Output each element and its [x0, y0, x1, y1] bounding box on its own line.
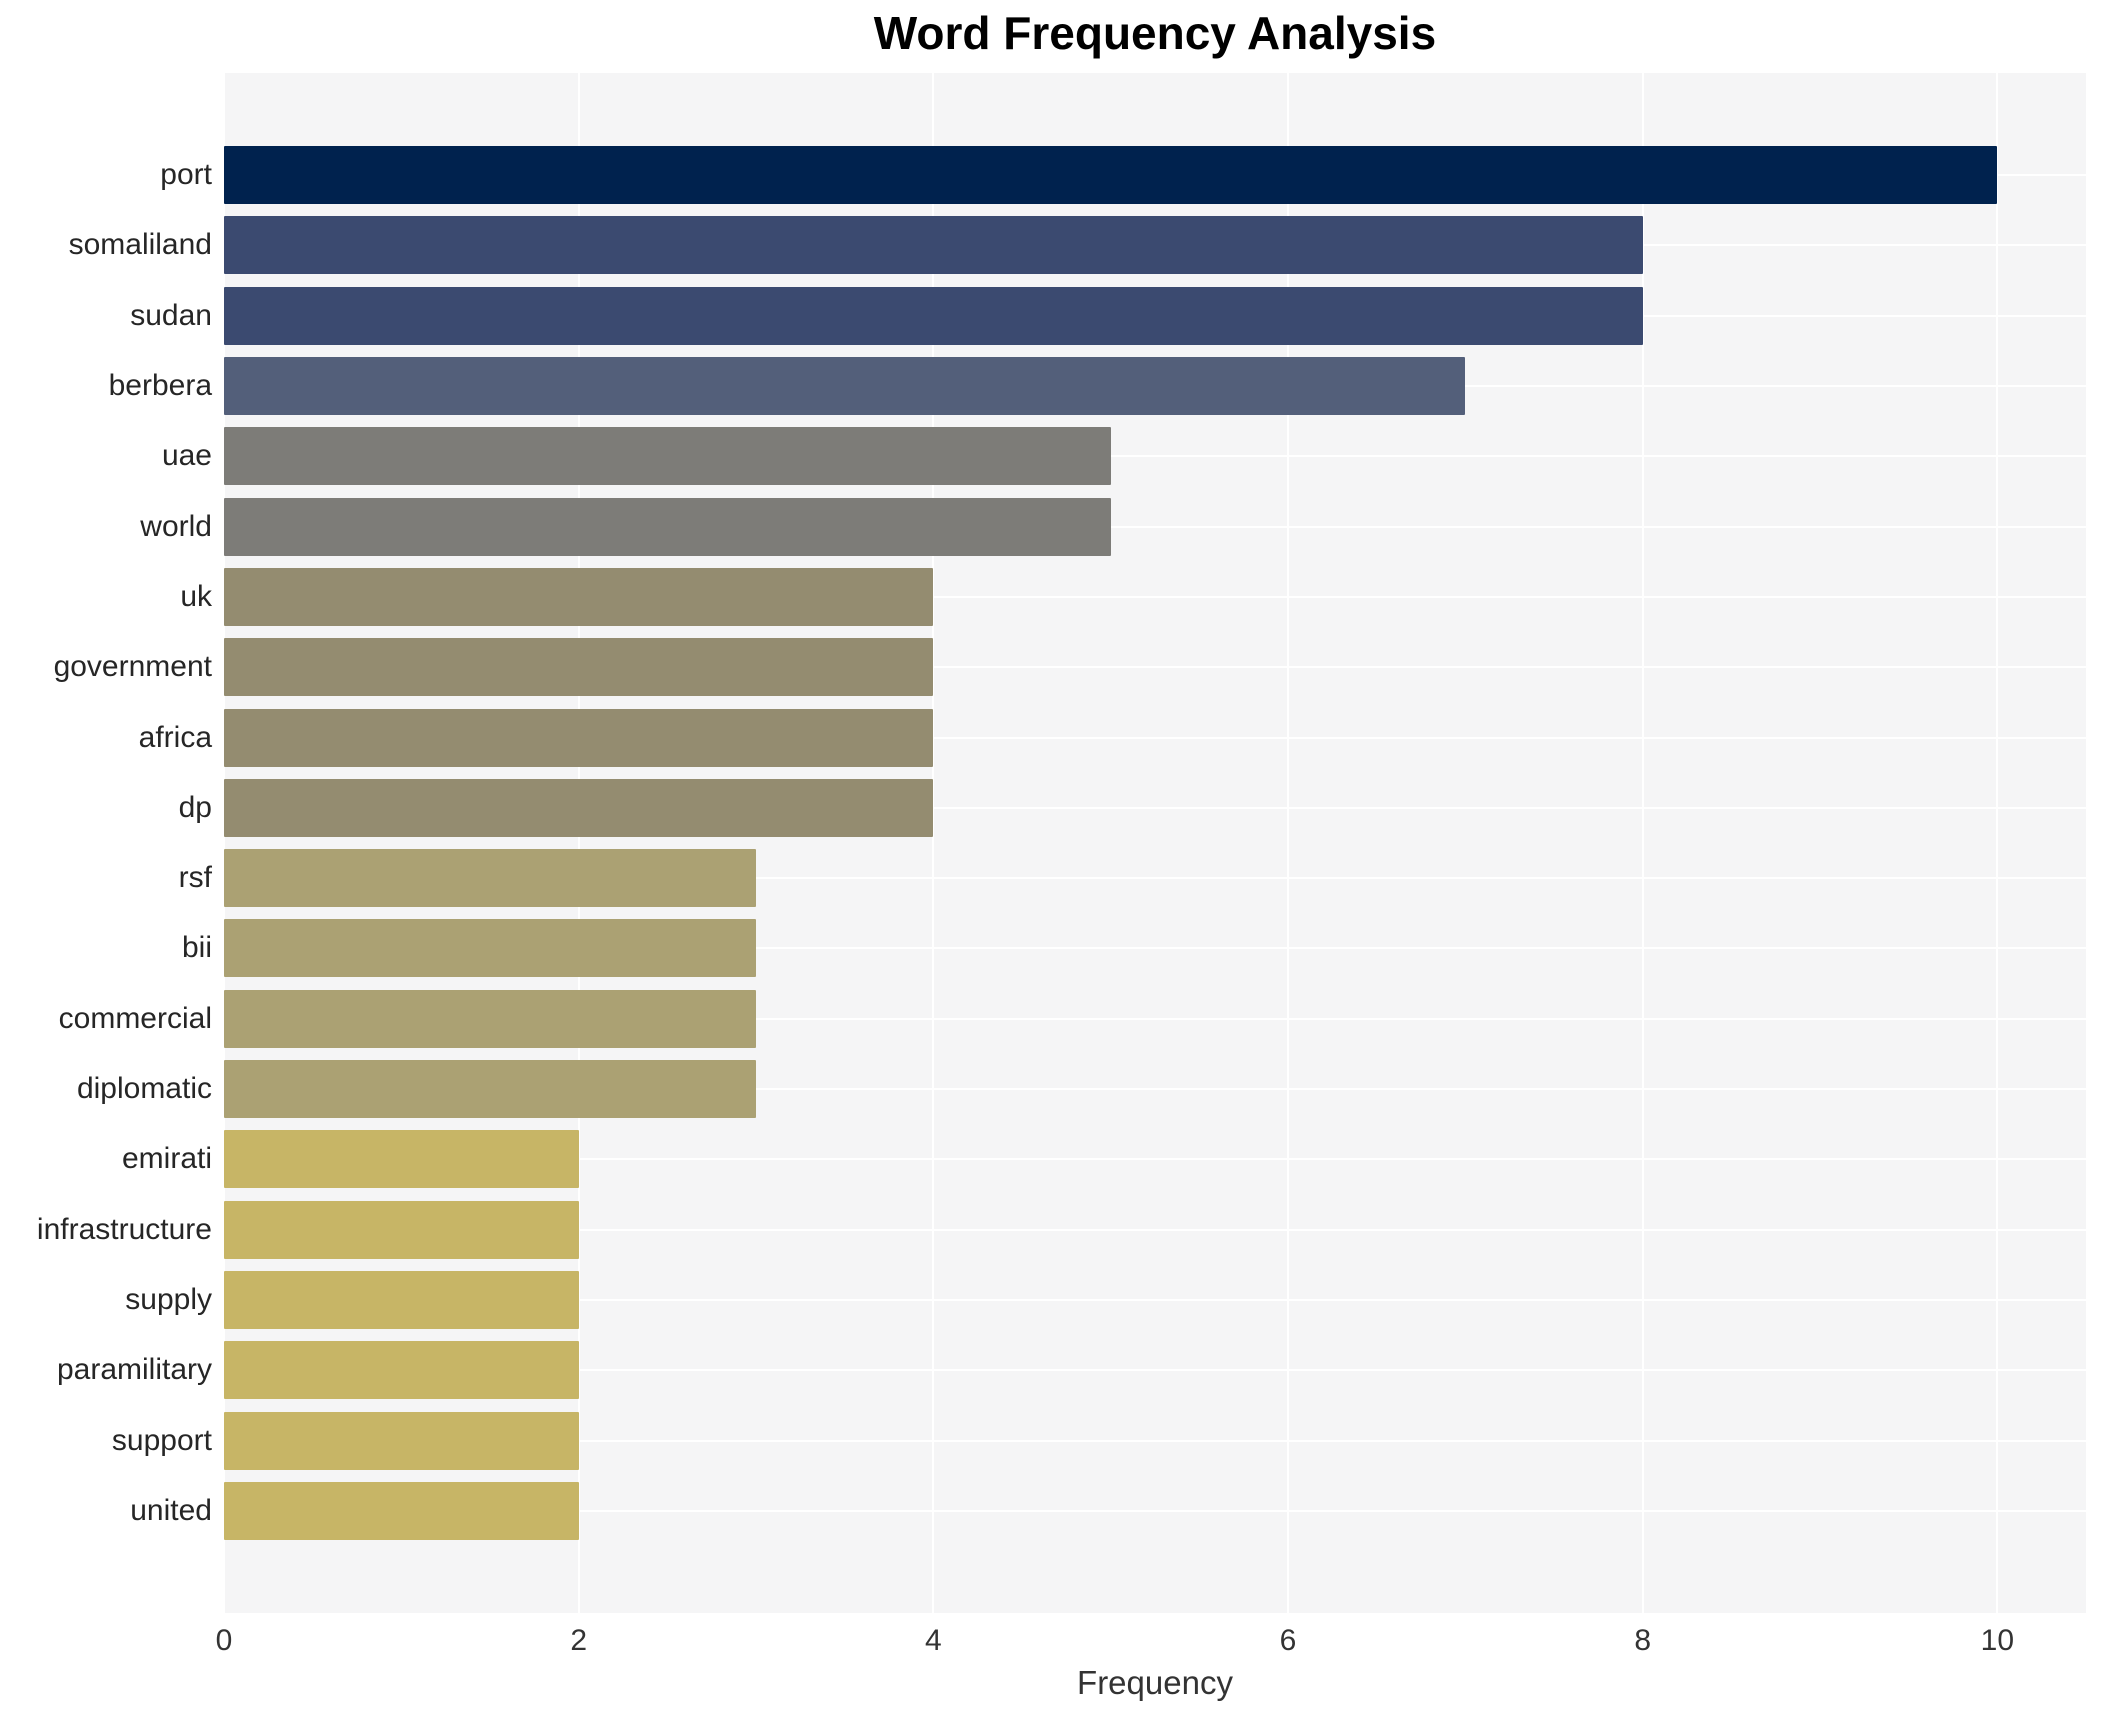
bar-sudan — [224, 286, 1643, 345]
x-tick-label-8: 8 — [1634, 1624, 1651, 1657]
x-gridline — [1287, 73, 1289, 1613]
bar-world — [224, 497, 1111, 556]
y-tick-label-sudan: sudan — [130, 298, 212, 332]
y-gridline — [224, 877, 2086, 880]
y-gridline — [224, 666, 2086, 669]
y-tick-label-uae: uae — [161, 439, 212, 473]
x-tick-label-6: 6 — [1279, 1624, 1297, 1657]
x-gridline — [223, 73, 225, 1613]
bar-berbera — [224, 357, 1466, 416]
bar-united — [224, 1481, 579, 1540]
y-tick-label-commercial: commercial — [58, 1001, 212, 1035]
bar-rsf — [224, 849, 756, 908]
bar-supply — [224, 1270, 579, 1329]
y-tick-label-government: government — [53, 650, 212, 684]
x-tick-label-10: 10 — [1980, 1624, 2015, 1657]
y-gridline — [224, 1158, 2086, 1161]
bar-government — [224, 638, 934, 697]
bar-africa — [224, 708, 934, 767]
bar-infrastructure — [224, 1200, 579, 1259]
y-tick-label-support: support — [111, 1423, 212, 1457]
y-gridline — [224, 806, 2086, 809]
y-gridline — [224, 455, 2086, 458]
bar-paramilitary — [224, 1341, 579, 1400]
y-gridline — [224, 1228, 2086, 1231]
y-gridline — [224, 1088, 2086, 1091]
bar-commercial — [224, 989, 756, 1048]
bar-uk — [224, 567, 934, 626]
y-tick-label-diplomatic: diplomatic — [76, 1072, 212, 1106]
plot-area — [223, 73, 2086, 1613]
x-gridline — [932, 73, 935, 1613]
x-tick-label-4: 4 — [924, 1624, 942, 1657]
bar-port — [224, 146, 1998, 205]
y-gridline — [224, 736, 2086, 739]
x-tick-label-0: 0 — [215, 1624, 233, 1657]
bar-dp — [224, 778, 934, 837]
y-tick-label-rsf: rsf — [178, 861, 212, 895]
y-tick-label-emirati: emirati — [121, 1142, 212, 1176]
y-gridline — [224, 595, 2086, 598]
y-tick-label-africa: africa — [138, 720, 212, 754]
y-tick-label-uk: uk — [180, 579, 212, 613]
bar-bii — [224, 919, 756, 978]
y-tick-label-port: port — [160, 158, 212, 192]
x-gridline — [1996, 73, 1999, 1613]
bar-emirati — [224, 1130, 579, 1189]
x-gridline — [577, 73, 580, 1613]
y-gridline — [224, 525, 2086, 528]
bar-somaliland — [224, 216, 1643, 275]
y-gridline — [224, 1298, 2086, 1301]
x-tick-label-2: 2 — [570, 1624, 587, 1657]
chart-title: Word Frequency Analysis — [873, 7, 1437, 59]
bar-diplomatic — [224, 1060, 756, 1119]
x-axis-title: Frequency — [1077, 1664, 1233, 1701]
y-gridline — [224, 1017, 2086, 1020]
bar-support — [224, 1411, 579, 1470]
y-tick-label-bii: bii — [181, 931, 212, 965]
y-tick-label-world: world — [140, 509, 212, 543]
y-tick-label-somaliland: somaliland — [68, 228, 212, 262]
y-tick-label-united: united — [130, 1493, 212, 1527]
y-tick-label-dp: dp — [178, 790, 212, 824]
y-gridline — [224, 1509, 2086, 1512]
y-tick-label-supply: supply — [125, 1282, 212, 1316]
bar-uae — [224, 427, 1111, 486]
y-tick-label-paramilitary: paramilitary — [56, 1353, 212, 1387]
y-tick-label-infrastructure: infrastructure — [36, 1212, 212, 1246]
y-gridline — [224, 947, 2086, 950]
y-gridline — [224, 1369, 2086, 1372]
x-gridline — [1641, 73, 1644, 1613]
y-gridline — [224, 1439, 2086, 1442]
y-tick-label-berbera: berbera — [108, 369, 212, 403]
